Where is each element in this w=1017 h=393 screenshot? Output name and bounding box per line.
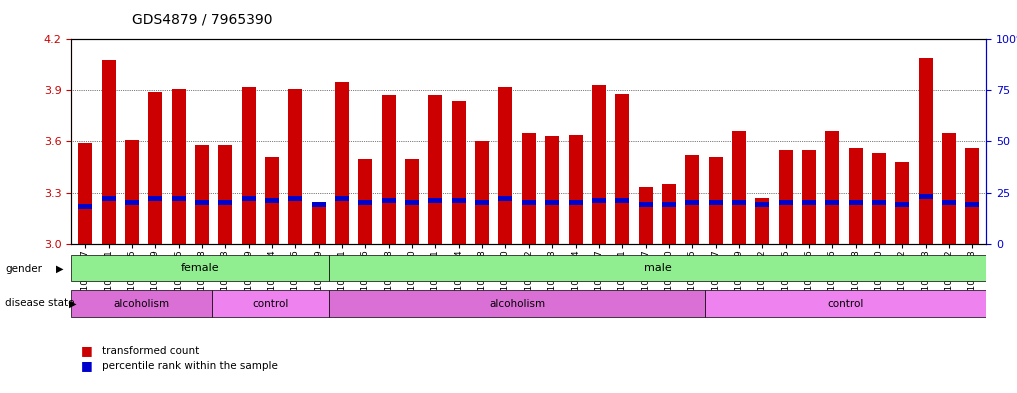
- Text: percentile rank within the sample: percentile rank within the sample: [102, 362, 278, 371]
- Bar: [335, 196, 349, 201]
- Bar: [219, 145, 232, 244]
- FancyBboxPatch shape: [212, 290, 330, 317]
- Bar: [358, 158, 372, 244]
- Bar: [965, 148, 979, 244]
- Bar: [942, 200, 956, 205]
- Text: control: control: [828, 299, 863, 309]
- Bar: [148, 92, 163, 244]
- Bar: [849, 148, 862, 244]
- Bar: [219, 200, 232, 205]
- Bar: [826, 200, 839, 205]
- Bar: [895, 162, 909, 244]
- Bar: [685, 155, 700, 244]
- Bar: [918, 194, 933, 199]
- Bar: [428, 95, 442, 244]
- Bar: [311, 203, 325, 244]
- Text: GDS4879 / 7965390: GDS4879 / 7965390: [132, 13, 273, 27]
- Bar: [662, 184, 676, 244]
- Bar: [756, 202, 769, 208]
- Bar: [475, 200, 489, 205]
- Bar: [102, 196, 116, 201]
- FancyBboxPatch shape: [71, 290, 212, 317]
- Bar: [756, 198, 769, 244]
- Bar: [381, 198, 396, 203]
- Bar: [685, 200, 700, 205]
- Bar: [873, 153, 886, 244]
- Bar: [802, 150, 816, 244]
- Bar: [779, 200, 792, 205]
- Text: ■: ■: [81, 344, 94, 357]
- Bar: [148, 196, 163, 201]
- Bar: [709, 200, 723, 205]
- Bar: [125, 200, 139, 205]
- Bar: [918, 58, 933, 244]
- Text: disease state: disease state: [5, 298, 74, 309]
- Text: female: female: [181, 263, 220, 273]
- Bar: [381, 95, 396, 244]
- FancyBboxPatch shape: [330, 290, 705, 317]
- Bar: [102, 60, 116, 244]
- Bar: [802, 200, 816, 205]
- Bar: [195, 145, 208, 244]
- Bar: [592, 198, 606, 203]
- Bar: [662, 202, 676, 208]
- Bar: [265, 157, 279, 244]
- Bar: [405, 200, 419, 205]
- Bar: [405, 158, 419, 244]
- Bar: [195, 200, 208, 205]
- Bar: [498, 196, 513, 201]
- Bar: [639, 187, 653, 244]
- Bar: [242, 87, 255, 244]
- Bar: [498, 87, 513, 244]
- Text: transformed count: transformed count: [102, 346, 199, 356]
- Bar: [849, 200, 862, 205]
- Bar: [569, 135, 583, 244]
- Text: male: male: [644, 263, 672, 273]
- Bar: [873, 200, 886, 205]
- Bar: [265, 198, 279, 203]
- Bar: [289, 89, 302, 244]
- Bar: [358, 200, 372, 205]
- Bar: [965, 202, 979, 208]
- Bar: [732, 200, 746, 205]
- Bar: [709, 157, 723, 244]
- Text: alcoholism: alcoholism: [489, 299, 545, 309]
- Bar: [592, 85, 606, 244]
- FancyBboxPatch shape: [71, 255, 330, 281]
- Bar: [522, 200, 536, 205]
- Bar: [311, 202, 325, 208]
- FancyBboxPatch shape: [330, 255, 986, 281]
- Bar: [289, 196, 302, 201]
- Bar: [942, 133, 956, 244]
- Text: ▶: ▶: [69, 298, 76, 309]
- Bar: [172, 89, 186, 244]
- Bar: [615, 198, 630, 203]
- Text: gender: gender: [5, 264, 42, 274]
- Bar: [569, 200, 583, 205]
- Bar: [78, 204, 93, 209]
- Bar: [895, 202, 909, 208]
- FancyBboxPatch shape: [705, 290, 986, 317]
- Bar: [522, 133, 536, 244]
- Bar: [545, 200, 559, 205]
- Bar: [779, 150, 792, 244]
- Bar: [335, 82, 349, 244]
- Bar: [125, 140, 139, 244]
- Bar: [452, 198, 466, 203]
- Bar: [615, 94, 630, 244]
- Bar: [475, 141, 489, 244]
- Bar: [428, 198, 442, 203]
- Bar: [732, 131, 746, 244]
- Text: control: control: [252, 299, 289, 309]
- Bar: [172, 196, 186, 201]
- Bar: [242, 196, 255, 201]
- Bar: [545, 136, 559, 244]
- Bar: [826, 131, 839, 244]
- Bar: [639, 202, 653, 208]
- Text: ▶: ▶: [56, 264, 63, 274]
- Text: alcoholism: alcoholism: [114, 299, 170, 309]
- Bar: [452, 101, 466, 244]
- Bar: [78, 143, 93, 244]
- Text: ■: ■: [81, 360, 94, 373]
